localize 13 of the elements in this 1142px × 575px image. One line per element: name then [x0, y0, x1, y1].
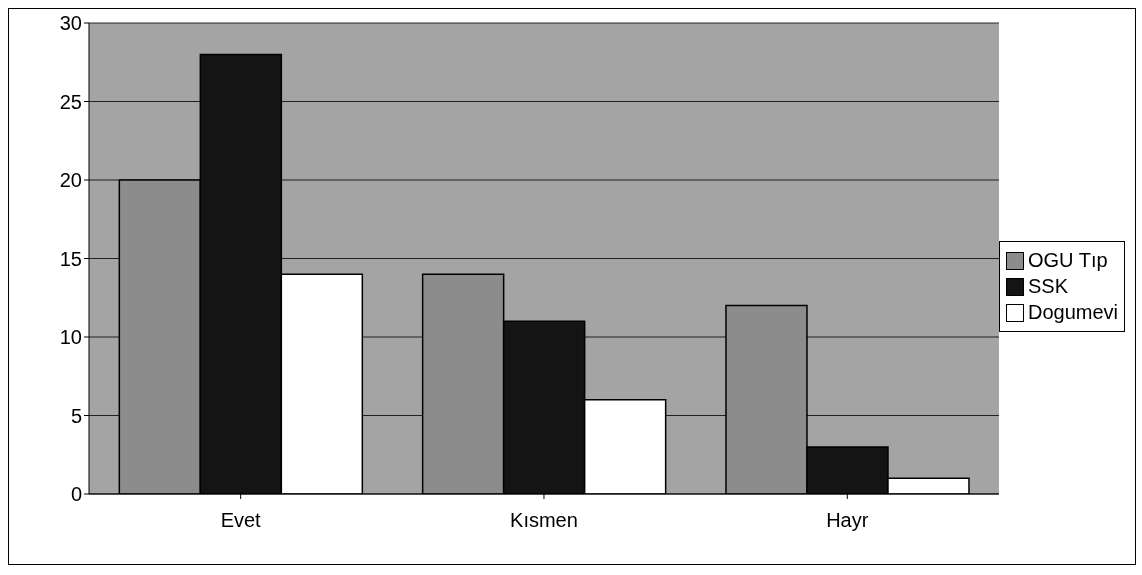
legend-label: SSK [1027, 275, 1068, 298]
legend-label: OGU Tıp [1027, 249, 1108, 272]
y-tick-label: 10 [59, 326, 82, 349]
x-tick-label: Kısmen [510, 509, 578, 532]
y-tick-label: 25 [59, 90, 82, 113]
x-tick-label: Hayr [826, 509, 869, 532]
y-tick-label: 5 [70, 404, 82, 427]
y-tick-label: 20 [59, 169, 82, 192]
y-tick-label: 0 [70, 483, 82, 506]
x-tick-label: Evet [220, 509, 262, 532]
legend-label: Dogumevi [1027, 301, 1118, 324]
y-tick-label: 15 [59, 247, 82, 270]
y-tick-label: 30 [59, 12, 82, 35]
